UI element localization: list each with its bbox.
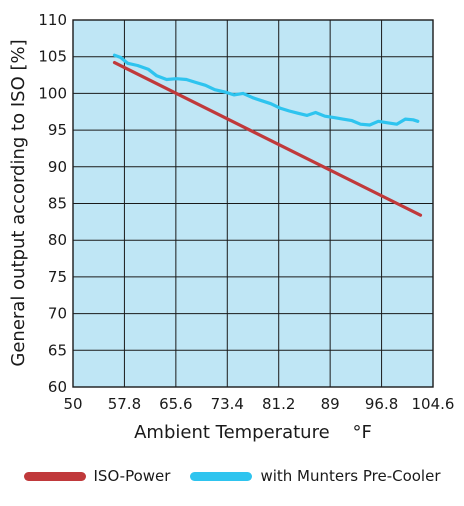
x-tick-label: 73.4 xyxy=(211,395,244,413)
y-tick-label: 85 xyxy=(48,195,67,213)
plot-border xyxy=(72,19,434,388)
legend-label-munters: with Munters Pre-Cooler xyxy=(260,467,441,485)
y-tick-label: 105 xyxy=(38,48,67,66)
legend-swatch-iso-power xyxy=(23,471,86,481)
chart: 50 57.8 65.6 73.4 81.2 89 96.8 104.6 60 65 70 75 80 8… xyxy=(8,11,454,443)
y-tick-label: 75 xyxy=(48,268,67,286)
x-tick-label: 96.8 xyxy=(365,395,398,413)
y-tick-label: 110 xyxy=(38,11,67,29)
x-tick-label: 57.8 xyxy=(108,395,141,413)
x-tick-label: 50 xyxy=(63,395,82,413)
x-tick-label: 65.6 xyxy=(159,395,192,413)
grid xyxy=(73,20,433,387)
y-tick-label: 95 xyxy=(48,121,67,139)
legend-label-iso-power: ISO-Power xyxy=(93,467,171,485)
legend-swatch-munters xyxy=(190,471,253,481)
y-tick-label: 100 xyxy=(38,84,67,102)
series-layer xyxy=(112,53,423,217)
y-tick-label: 70 xyxy=(48,305,67,323)
x-tick-label: 89 xyxy=(321,395,340,413)
series-line-munters-pre-cooler xyxy=(112,53,420,127)
ticks: 50 57.8 65.6 73.4 81.2 89 96.8 104.6 60 65 70 75 80 8… xyxy=(38,11,454,413)
y-tick-label: 80 xyxy=(48,231,67,249)
legend-item-munters: with Munters Pre-Cooler xyxy=(190,467,441,485)
x-tick-label: 104.6 xyxy=(412,395,455,413)
x-axis-label: Ambient Temperature °F xyxy=(134,422,372,443)
legend-item-iso-power: ISO-Power xyxy=(23,467,171,485)
legend: ISO-Power with Munters Pre-Cooler xyxy=(0,456,464,496)
series-line-iso-power xyxy=(112,60,423,217)
x-tick-label: 81.2 xyxy=(262,395,295,413)
y-axis-label: General output according to ISO [%] xyxy=(8,39,29,366)
y-tick-label: 65 xyxy=(48,341,67,359)
y-tick-label: 90 xyxy=(48,158,67,176)
y-tick-label: 60 xyxy=(48,378,67,396)
